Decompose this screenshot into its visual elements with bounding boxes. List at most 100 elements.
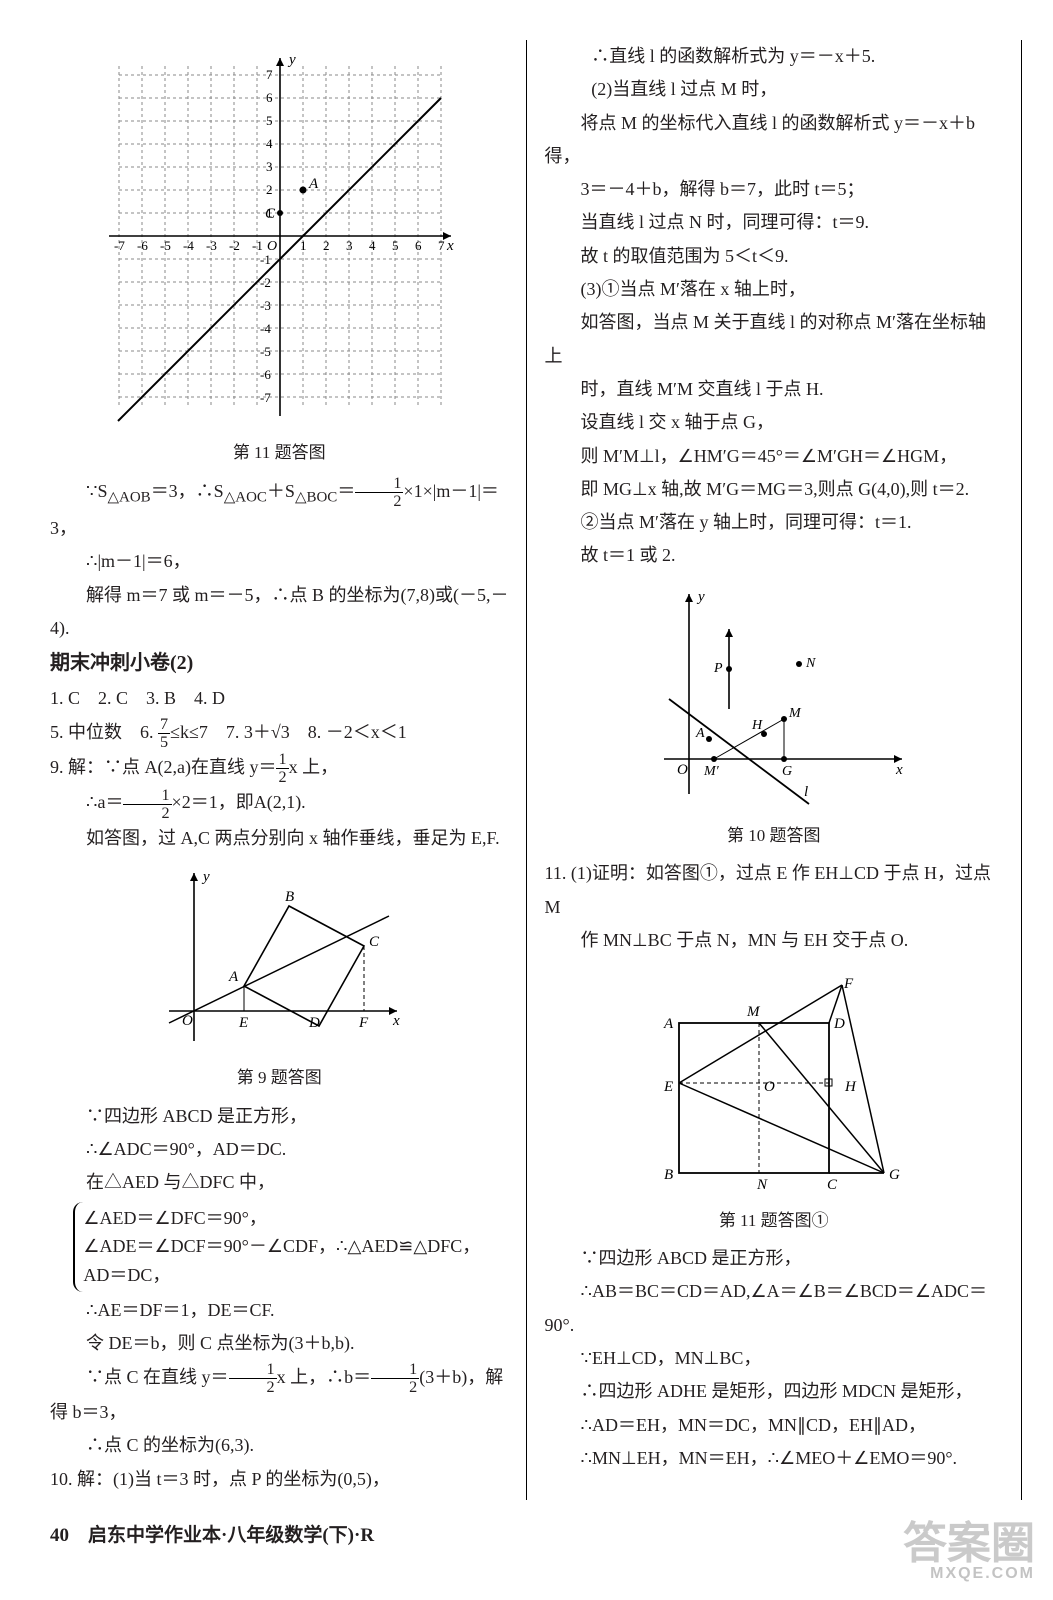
q11-l4: ∵EH⊥CD，MN⊥BC， [545, 1342, 1004, 1375]
grid-chart-svg: A C x y O -7-6-5-4-3-2-1 1234567 7654321… [99, 46, 459, 426]
svg-text:3: 3 [266, 159, 273, 174]
q9-l10: ∴点 C 的坐标为(6,3). [50, 1429, 509, 1462]
q9-figure: O A B C D E F x y 第 9 题答图 [50, 861, 509, 1094]
svg-text:B: B [664, 1167, 673, 1183]
svg-text:N: N [805, 656, 816, 671]
d: 2 [355, 493, 403, 510]
svg-text:-6: -6 [137, 238, 148, 253]
t: ≤k≤7 7. 3＋√3 8. －2＜x＜1 [170, 722, 407, 742]
q9-l2: ∴a＝12×2＝1，即A(2,1). [50, 786, 509, 821]
q9-l4: ∵四边形 ABCD 是正方形， [50, 1100, 509, 1133]
n: 1 [276, 751, 288, 769]
svg-text:D: D [308, 1015, 320, 1031]
t: ∴a＝ [86, 792, 123, 812]
footer-title: 启东中学作业本·八年级数学(下)·R [88, 1525, 374, 1546]
svg-text:-4: -4 [183, 238, 194, 253]
q9-l9: ∵点 C 在直线 y＝12x 上，∴b＝12(3＋b)，解得 b＝3， [50, 1361, 509, 1430]
svg-text:1: 1 [266, 205, 273, 220]
svg-text:2: 2 [266, 182, 273, 197]
q10-figcap: 第 10 题答图 [545, 820, 1004, 851]
page-number: 40 [50, 1525, 69, 1546]
svg-text:O: O [764, 1079, 775, 1095]
q10-r11: ②当点 M′落在 y 轴上时，同理可得：t＝1. [545, 506, 1004, 539]
svg-text:7: 7 [438, 238, 445, 253]
svg-text:7: 7 [266, 67, 273, 82]
q9-l3: 如答图，过 A,C 两点分别向 x 轴作垂线，垂足为 E,F. [50, 822, 509, 855]
t: △AOB [107, 489, 150, 505]
svg-text:A: A [308, 176, 319, 192]
svg-text:G: G [889, 1167, 900, 1183]
svg-text:C: C [369, 934, 380, 950]
q9-figcap: 第 9 题答图 [50, 1062, 509, 1093]
d: 2 [371, 1379, 419, 1396]
q11-l12: (2)解：由题意得 y＝12EF·MG. [1039, 173, 1053, 208]
q11-l8: ∵MG⊥EF，∴∠EMO＋∠GMN＝90°， [1039, 40, 1053, 73]
svg-text:A: A [695, 726, 705, 741]
fill-answers: 5. 中位数 6. 75≤k≤7 7. 3＋√3 8. －2＜x＜1 [50, 716, 509, 751]
q9-l6: 在△AED 与△DFC 中， [50, 1166, 509, 1199]
brace-line: ∠ADE＝∠DCF＝90°－∠CDF，∴△AED≌△DFC， [83, 1232, 480, 1261]
q11-l15: 在 Rt△AME 中，EM²＝AE²＋AM²＝x²＋1， [1039, 277, 1053, 310]
q10-l1: 10. 解：(1)当 t＝3 时，点 P 的坐标为(0,5)， [50, 1463, 509, 1496]
svg-text:A: A [228, 969, 239, 985]
q11-figure: A B C D E M F G N H O 第 11 题答图① [545, 963, 1004, 1236]
t: ×2＝1，即A(2,1). [172, 792, 306, 812]
svg-text:N: N [756, 1177, 768, 1193]
svg-text:E: E [663, 1079, 673, 1095]
svg-text:M′: M′ [703, 764, 720, 779]
t: ＝ [337, 481, 355, 501]
svg-text:y: y [287, 52, 296, 68]
t: x 上， [289, 757, 339, 777]
svg-text:-2: -2 [229, 238, 240, 253]
svg-text:5: 5 [266, 113, 273, 128]
frac: 12 [276, 751, 288, 786]
svg-text:-1: -1 [252, 238, 263, 253]
q10-r5: (3)①当点 M′落在 x 轴上时， [545, 273, 1004, 306]
t: 9. 解：∵点 A(2,a)在直线 y＝ [50, 757, 276, 777]
svg-text:E: E [238, 1015, 248, 1031]
q11-svg: A B C D E M F G N H O [629, 963, 919, 1193]
q11-l14: ∴y＝12EF²＝12(2EM)²＝2EM². [1039, 242, 1053, 277]
q10-r2: 3＝－4＋b，解得 b＝7，此时 t＝5； [545, 173, 1004, 206]
q11-l11: ∴△EFH≌△MGN(ASA)，∴EF＝MG. [1039, 140, 1053, 173]
svg-text:y: y [201, 869, 210, 885]
q10-r10: 即 MG⊥x 轴,故 M′G＝MG＝3,则点 G(4,0),则 t＝2. [545, 473, 1004, 506]
section-title: 期末冲刺小卷(2) [50, 645, 509, 682]
q10-l2: ∴直线 l 的函数解析式为 y＝－x＋5. [545, 40, 1004, 73]
page-footer: 40 启东中学作业本·八年级数学(下)·R [50, 1518, 1003, 1553]
svg-text:F: F [358, 1015, 369, 1031]
svg-text:B: B [285, 889, 294, 905]
q10-r4: 故 t 的取值范围为 5＜t＜9. [545, 240, 1004, 273]
q11-l10: 且∠EHF＝∠MNG＝90°，MN＝EH， [1039, 107, 1053, 140]
svg-text:-7: -7 [114, 238, 125, 253]
d: 2 [229, 1379, 277, 1396]
q11-prev-grid-figure: A C x y O -7-6-5-4-3-2-1 1234567 7654321… [50, 46, 509, 469]
svg-text:4: 4 [369, 238, 376, 253]
q10-r8: 设直线 l 交 x 轴于点 G， [545, 406, 1004, 439]
svg-text:H: H [751, 718, 763, 733]
q10-r7: 时，直线 M′M 交直线 l 于点 H. [545, 373, 1004, 406]
svg-text:O: O [182, 1013, 193, 1029]
svg-text:1: 1 [300, 238, 307, 253]
q11-l6: ∴AD＝EH，MN＝DC，MN∥CD，EH∥AD， [545, 1409, 1004, 1442]
t: △BOC [295, 489, 337, 505]
t: ∵S [86, 481, 107, 501]
svg-text:x: x [895, 762, 903, 778]
t: △AOC [224, 489, 267, 505]
t: ＝3，∴S [151, 481, 224, 501]
svg-text:-7: -7 [260, 390, 271, 405]
svg-text:P: P [713, 661, 723, 676]
brace-line: AD＝DC， [83, 1261, 480, 1290]
eq-s-triangle: ∵S△AOB＝3，∴S△AOC＋S△BOC＝12×1×|m－1|＝3， [50, 475, 509, 546]
svg-text:5: 5 [392, 238, 399, 253]
fig11prev-caption: 第 11 题答图 [50, 437, 509, 468]
svg-text:-4: -4 [260, 321, 271, 336]
t: x 上，∴b＝ [277, 1367, 372, 1387]
svg-text:D: D [833, 1016, 845, 1032]
svg-text:-2: -2 [260, 275, 271, 290]
two-column-body: A C x y O -7-6-5-4-3-2-1 1234567 7654321… [50, 40, 1003, 1500]
q11-l9: ∴∠GMN＝∠MEO， [1039, 73, 1053, 106]
q10-l3: (2)当直线 l 过点 M 时， [545, 73, 1004, 106]
q10-r3: 当直线 l 过点 N 时，同理可得：t＝9. [545, 206, 1004, 239]
eq-result: 解得 m＝7 或 m＝－5，∴点 B 的坐标为(7,8)或(－5,－4). [50, 579, 509, 646]
